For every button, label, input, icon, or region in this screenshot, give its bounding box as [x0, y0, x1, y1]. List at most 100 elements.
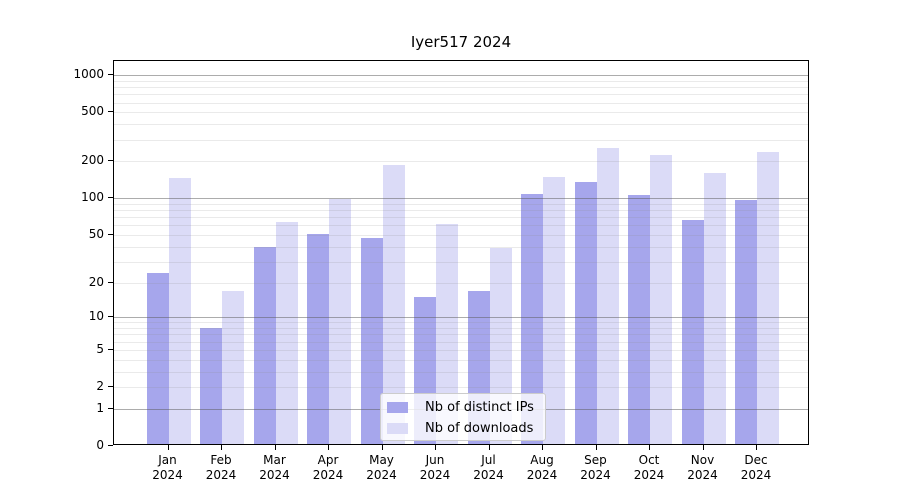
bar-ips-oct	[628, 194, 650, 444]
bar-downloads-jan	[168, 178, 191, 444]
legend-swatch-distinct-ips	[387, 402, 408, 413]
x-tick-label-jan: Jan 2024	[152, 453, 183, 483]
x-tick-label-aug: Aug 2024	[527, 453, 558, 483]
y-tick-mark	[108, 74, 113, 75]
minor-gridline	[114, 124, 808, 126]
x-tick-year: 2024	[312, 468, 344, 482]
bar-downloads-feb	[222, 290, 244, 444]
bar-ips-nov	[681, 220, 704, 444]
x-tick-label-oct: Oct 2024	[634, 453, 665, 483]
minor-gridline	[114, 246, 808, 248]
x-tick-month: Feb	[210, 453, 232, 467]
bar-ips-jan	[146, 273, 169, 444]
bar-ips-feb	[200, 328, 222, 444]
minor-gridline	[114, 161, 808, 163]
x-tick-month: Dec	[744, 453, 768, 467]
y-tick-label: 0	[96, 438, 104, 452]
x-tick-mark	[702, 445, 704, 450]
legend-label-distinct-ips: Nb of distinct IPs	[425, 400, 534, 415]
x-tick-month: Jun	[425, 453, 445, 467]
y-tick-label: 500	[81, 104, 104, 119]
legend-item-downloads: Nb of downloads	[387, 418, 545, 439]
y-tick-label: 50	[88, 226, 104, 241]
y-tick-label: 5	[96, 341, 104, 356]
y-tick-label: 20	[88, 274, 104, 289]
x-tick-mark	[167, 445, 169, 450]
y-tick-label: 2	[96, 379, 104, 394]
y-tick-label: 10	[88, 309, 104, 324]
x-tick-year: 2024	[633, 468, 665, 482]
minor-gridline	[114, 359, 808, 361]
bar-downloads-apr	[329, 198, 351, 444]
minor-gridline	[114, 217, 808, 219]
x-tick-year: 2024	[366, 468, 397, 482]
plot-area: Nb of distinct IPs Nb of downloads	[113, 60, 809, 445]
x-tick-label-jul: Jul 2024	[473, 453, 504, 483]
y-tick-mark	[108, 316, 113, 317]
x-tick-label-dec: Dec 2024	[741, 453, 772, 483]
x-tick-mark	[542, 445, 543, 450]
minor-gridline	[114, 334, 808, 336]
x-tick-label-apr: Apr 2024	[313, 453, 344, 483]
x-tick-year: 2024	[687, 468, 718, 482]
minor-gridline	[114, 102, 808, 104]
minor-gridline	[114, 234, 808, 236]
x-tick-month: Oct	[638, 453, 660, 467]
y-tick-mark	[108, 234, 113, 235]
minor-gridline	[114, 341, 808, 343]
minor-gridline	[114, 225, 808, 227]
y-tick-label: 1000	[73, 67, 104, 82]
bar-ips-mar	[253, 246, 276, 444]
minor-gridline	[114, 387, 808, 389]
x-tick-label-sep: Sep 2024	[580, 453, 611, 483]
legend-item-distinct-ips: Nb of distinct IPs	[387, 397, 545, 418]
minor-gridline	[114, 328, 808, 330]
x-tick-year: 2024	[580, 468, 611, 482]
bar-ips-may	[360, 238, 383, 444]
minor-gridline	[114, 261, 808, 263]
bar-downloads-sep	[596, 147, 619, 444]
x-tick-mark	[274, 445, 276, 450]
minor-gridline	[114, 210, 808, 212]
bar-downloads-oct	[650, 155, 672, 444]
bar-downloads-nov	[703, 173, 726, 444]
legend-label-downloads: Nb of downloads	[425, 421, 534, 436]
minor-gridline	[114, 139, 808, 141]
x-tick-month: Jan	[158, 453, 177, 467]
x-tick-year: 2024	[526, 468, 558, 482]
y-tick-mark	[108, 386, 113, 387]
grid-layer	[114, 61, 808, 444]
x-tick-mark	[221, 445, 222, 450]
y-tick-mark	[108, 160, 113, 161]
x-tick-mark	[435, 445, 436, 450]
y-tick-mark	[108, 282, 113, 283]
x-tick-label-nov: Nov 2024	[687, 453, 718, 483]
x-tick-mark	[488, 445, 490, 450]
x-tick-year: 2024	[473, 468, 504, 482]
x-tick-year: 2024	[205, 468, 237, 482]
minor-gridline	[114, 80, 808, 82]
x-tick-month: Aug	[530, 453, 554, 467]
y-tick-label: 1	[96, 400, 104, 415]
y-tick-mark	[108, 197, 113, 198]
x-tick-mark	[649, 445, 650, 450]
legend-swatch-downloads	[387, 423, 408, 434]
x-tick-mark	[328, 445, 329, 450]
x-tick-month: Sep	[584, 453, 607, 467]
y-tick-label: 100	[81, 190, 104, 205]
x-tick-label-may: May 2024	[366, 453, 397, 483]
x-tick-mark	[756, 445, 757, 450]
y-tick-mark	[108, 408, 113, 409]
bar-downloads-jun	[436, 223, 458, 444]
major-gridline	[114, 198, 808, 200]
x-tick-year: 2024	[419, 468, 451, 482]
x-tick-year: 2024	[259, 468, 290, 482]
x-tick-month: May	[369, 453, 394, 467]
bar-downloads-may	[382, 165, 405, 444]
y-tick-label: 200	[81, 153, 104, 168]
major-gridline	[114, 75, 808, 77]
bar-downloads-dec	[757, 152, 779, 444]
bar-ips-sep	[574, 181, 597, 444]
bar-ips-aug	[521, 194, 543, 444]
